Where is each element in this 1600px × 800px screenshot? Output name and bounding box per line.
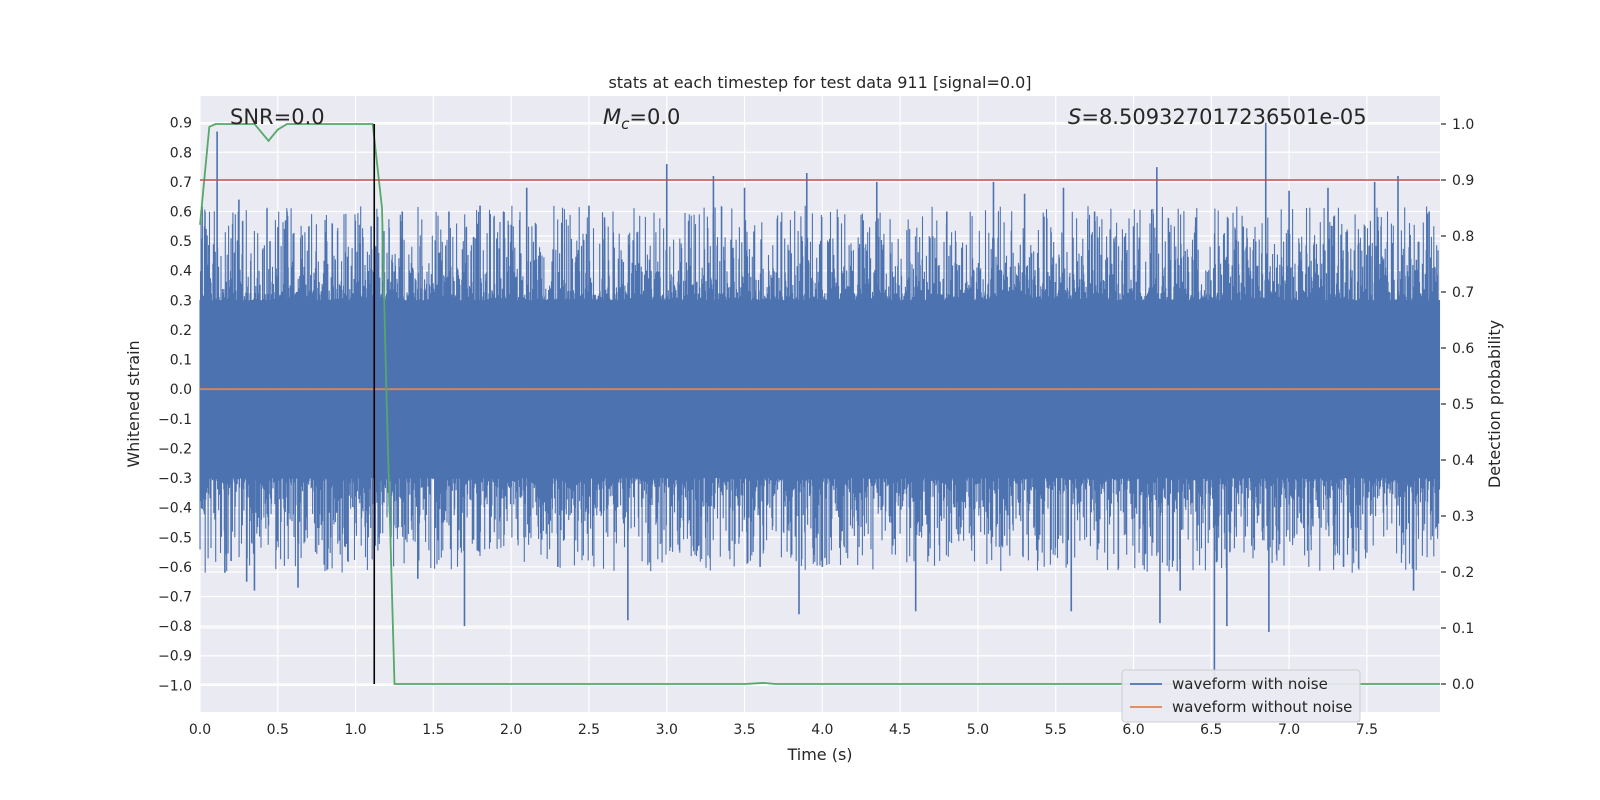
snr-annotation: SNR=0.0 (230, 105, 325, 129)
y-left-tick-label: −0.3 (158, 471, 192, 487)
y-left-tick-label: 0.6 (170, 205, 192, 221)
y-right-tick-label: 0.2 (1452, 565, 1474, 581)
x-tick-label: 7.0 (1278, 722, 1300, 738)
mc-subscript: c (621, 115, 630, 133)
x-tick-label: 1.5 (422, 722, 444, 738)
x-tick-label: 0.5 (267, 722, 289, 738)
legend-label-clean: waveform without noise (1172, 698, 1352, 716)
mc-value: =0.0 (629, 105, 680, 129)
x-tick-label: 7.5 (1356, 722, 1378, 738)
y-left-tick-label: 0.7 (170, 175, 192, 191)
x-tick-label: 4.0 (811, 722, 833, 738)
y-left-tick-label: 0.1 (170, 353, 192, 369)
x-tick-label: 6.5 (1200, 722, 1222, 738)
y-right-tick-label: 0.6 (1452, 341, 1474, 357)
x-tick-label: 3.5 (733, 722, 755, 738)
y-left-tick-label: 0.5 (170, 234, 192, 250)
y-axis-right-label: Detection probability (1485, 320, 1504, 488)
series-layer (199, 122, 1441, 685)
detection-probability-line (199, 123, 1440, 685)
y-left-tick-label: −0.5 (158, 530, 192, 546)
x-tick-label: 2.5 (578, 722, 600, 738)
y-left-tick-label: −0.7 (158, 590, 192, 606)
x-tick-label: 6.0 (1122, 722, 1144, 738)
y-left-tick-label: 0.2 (170, 323, 192, 339)
legend-label-noise: waveform with noise (1172, 675, 1328, 693)
x-tick-label: 3.0 (656, 722, 678, 738)
mc-symbol: M (603, 105, 621, 129)
tick-labels: 0.0 0.5 1.0 1.5 2.0 2.5 3.0 3.5 4.0 4.5 5.0 5.5 6.0 6… (158, 116, 1474, 738)
y-right-tick-label: 0.4 (1452, 453, 1474, 469)
y-right-tick-label: 0.7 (1452, 285, 1474, 301)
s-annotation: S=8.509327017236501e-05 (1068, 105, 1367, 129)
y-left-tick-label: 0.8 (170, 145, 192, 161)
mc-annotation: Mc=0.0 (603, 105, 680, 133)
y-left-tick-label: −0.9 (158, 649, 192, 665)
y-left-tick-label: −0.1 (158, 412, 192, 428)
s-symbol: S (1068, 105, 1081, 129)
x-axis-label: Time (s) (786, 745, 852, 764)
y-axis-left-label: Whitened strain (124, 340, 143, 467)
y-right-tick-label: 1.0 (1452, 117, 1474, 133)
y-left-tick-label: 0.9 (170, 116, 192, 132)
x-tick-label: 5.0 (967, 722, 989, 738)
y-left-tick-label: −0.8 (158, 619, 192, 635)
y-right-tick-label: 0.5 (1452, 397, 1474, 413)
y-right-tick-label: 0.3 (1452, 509, 1474, 525)
y-left-tick-label: 0.4 (170, 264, 192, 280)
x-tick-label: 5.5 (1045, 722, 1067, 738)
x-tick-label: 2.0 (500, 722, 522, 738)
legend: waveform with noise waveform without noi… (1121, 669, 1361, 723)
y-left-tick-label: −0.6 (158, 560, 192, 576)
y-right-tick-label: 0.1 (1452, 621, 1474, 637)
y-left-tick-label: −0.2 (158, 441, 192, 457)
y-left-tick-label: 0.3 (170, 293, 192, 309)
y-right-tick-label: 0.8 (1452, 229, 1474, 245)
x-tick-label: 4.5 (889, 722, 911, 738)
legend-box (1121, 669, 1361, 723)
chart-title: stats at each timestep for test data 911… (608, 73, 1031, 92)
x-tick-label: 1.0 (344, 722, 366, 738)
y-right-tick-label: 0.9 (1452, 173, 1474, 189)
y-left-tick-label: −0.4 (158, 501, 192, 517)
x-tick-label: 0.0 (189, 722, 211, 738)
s-value: =8.509327017236501e-05 (1081, 105, 1366, 129)
y-left-tick-label: 0.0 (170, 382, 192, 398)
y-right-tick-label: 0.0 (1452, 677, 1474, 693)
y-left-tick-label: −1.0 (158, 678, 192, 694)
